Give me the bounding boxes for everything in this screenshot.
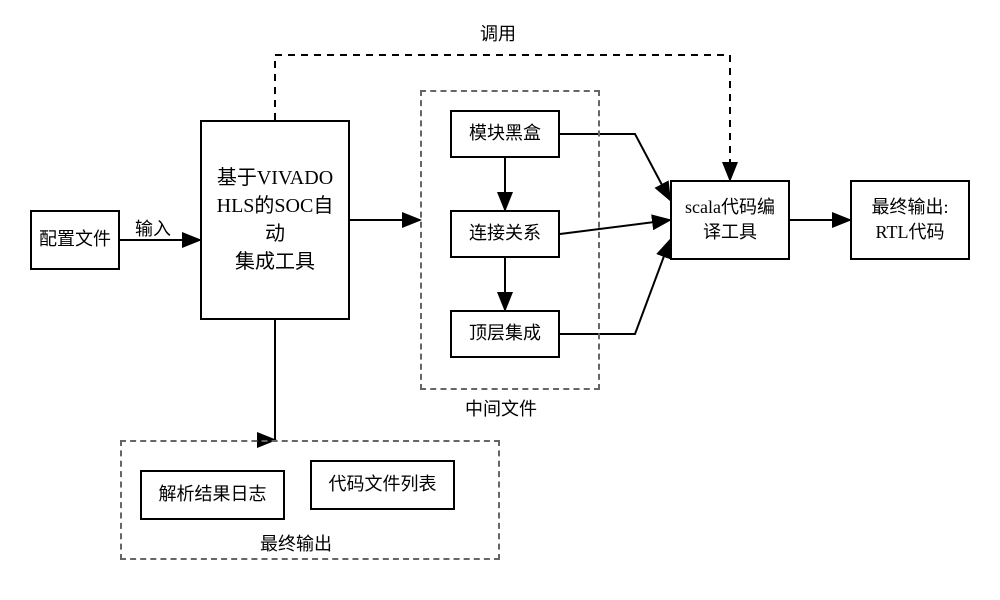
final-output-label: 最终输出: [260, 530, 332, 556]
scala-tool-label: scala代码编 译工具: [685, 195, 775, 245]
scala-tool-box: scala代码编 译工具: [670, 180, 790, 260]
final-output-rtl-label: 最终输出: RTL代码: [871, 195, 948, 245]
parse-log-label: 解析结果日志: [159, 482, 267, 507]
intermediate-label: 中间文件: [465, 395, 537, 421]
call-label: 调用: [480, 20, 516, 46]
code-file-list-box: 代码文件列表: [310, 460, 455, 510]
code-file-list-label: 代码文件列表: [329, 472, 437, 497]
parse-log-box: 解析结果日志: [140, 470, 285, 520]
config-file-box: 配置文件: [30, 210, 120, 270]
connection-label: 连接关系: [469, 221, 541, 246]
main-tool-box: 基于VIVADO HLS的SOC自动 集成工具: [200, 120, 350, 320]
input-label: 输入: [135, 215, 171, 241]
flowchart-root: 配置文件 基于VIVADO HLS的SOC自动 集成工具 模块黑盒 连接关系 顶…: [0, 0, 1000, 600]
module-blackbox-box: 模块黑盒: [450, 110, 560, 158]
top-integration-label: 顶层集成: [469, 321, 541, 346]
module-blackbox-label: 模块黑盒: [469, 121, 541, 146]
config-file-label: 配置文件: [39, 227, 111, 252]
connection-box: 连接关系: [450, 210, 560, 258]
final-output-rtl-box: 最终输出: RTL代码: [850, 180, 970, 260]
top-integration-box: 顶层集成: [450, 310, 560, 358]
main-tool-label: 基于VIVADO HLS的SOC自动 集成工具: [208, 164, 342, 276]
